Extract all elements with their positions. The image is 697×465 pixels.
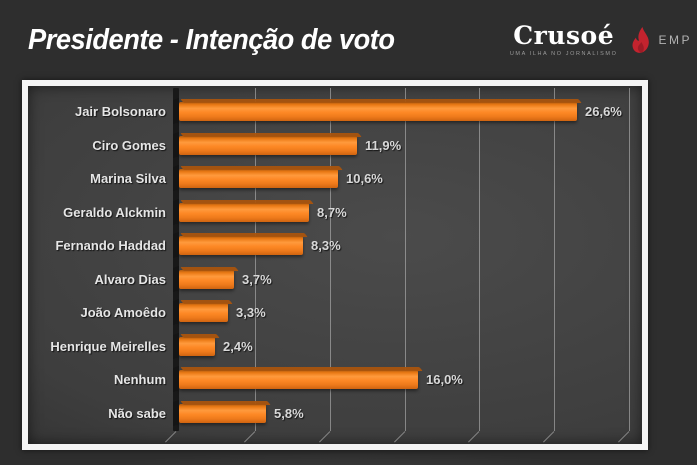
category-label: Jair Bolsonaro: [74, 104, 166, 120]
gridline-foot: [618, 431, 630, 443]
chart-row: João Amoêdo 3,3%: [28, 296, 642, 330]
gridline-foot: [393, 431, 405, 443]
gridline-foot: [468, 431, 480, 443]
chart-row: Geraldo Alckmin 8,7%: [28, 196, 642, 230]
gridline: [554, 88, 556, 431]
partner-brand-text: EMP: [658, 33, 692, 47]
chart-frame: Jair Bolsonaro 26,6% Ciro Gomes 11,9% Marina…: [22, 80, 648, 450]
category-label: Marina Silva: [90, 171, 166, 187]
bar: [179, 403, 266, 423]
crusoe-tagline: UMA ILHA NO JORNALISMO: [509, 51, 618, 57]
value-label: 2,4%: [223, 338, 253, 354]
chart-row: Henrique Meirelles 2,4%: [28, 330, 642, 364]
value-label: 11,9%: [365, 137, 402, 153]
crusoe-wordmark: Crusoé: [513, 21, 615, 50]
value-label: 8,3%: [311, 238, 341, 253]
category-label: Não sabe: [108, 405, 166, 421]
category-label: João Amoêdo: [80, 305, 166, 321]
bar: [179, 236, 303, 255]
gridline: [404, 88, 406, 431]
value-label: 3,7%: [242, 271, 272, 287]
gridline-foot: [244, 431, 256, 443]
gridline: [255, 88, 256, 431]
brand-block: Crusoé UMA ILHA NO JORNALISMO EMP: [510, 16, 692, 64]
chart-row: Jair Bolsonaro 26,6%: [28, 95, 642, 129]
bar: [179, 370, 418, 389]
value-label: 26,6%: [585, 104, 622, 119]
axis-foot: [165, 431, 177, 443]
axis-line: [173, 88, 179, 431]
category-label: Ciro Gomes: [92, 137, 166, 153]
chart-row: Não sabe 5,8%: [28, 397, 642, 431]
value-label: 5,8%: [274, 405, 304, 421]
category-label: Alvaro Dias: [94, 271, 166, 287]
chart-row: Fernando Haddad 8,3%: [28, 229, 642, 263]
gridline: [479, 88, 481, 431]
chart-panel: Jair Bolsonaro 26,6% Ciro Gomes 11,9% Marina…: [28, 86, 642, 444]
bar: [179, 269, 234, 289]
category-label: Geraldo Alckmin: [63, 204, 166, 220]
gridline: [329, 88, 331, 431]
bar: [179, 202, 309, 222]
value-label: 16,0%: [426, 372, 463, 387]
chart-row: Alvaro Dias 3,7%: [28, 263, 642, 297]
gridline-foot: [543, 431, 555, 443]
value-label: 3,3%: [236, 305, 266, 320]
bar: [179, 102, 577, 121]
chart-row: Ciro Gomes 11,9%: [28, 129, 642, 163]
bar: [179, 303, 228, 322]
bar: [179, 169, 338, 188]
bar: [179, 336, 215, 356]
value-label: 10,6%: [346, 171, 383, 186]
chart-row: Nenhum 16,0%: [28, 363, 642, 397]
category-label: Nenhum: [114, 372, 166, 388]
page-title: Presidente - Intenção de voto: [28, 24, 395, 56]
header: Presidente - Intenção de voto Crusoé UMA…: [0, 0, 697, 80]
chart-rows: Jair Bolsonaro 26,6% Ciro Gomes 11,9% Marina…: [28, 95, 642, 430]
bar: [179, 135, 357, 155]
gridline: [629, 88, 630, 431]
category-label: Fernando Haddad: [55, 238, 166, 254]
flame-icon: [632, 26, 650, 53]
crusoe-logo: Crusoé UMA ILHA NO JORNALISMO: [509, 21, 618, 58]
category-label: Henrique Meirelles: [50, 338, 166, 354]
gridline-foot: [318, 431, 331, 443]
value-label: 8,7%: [317, 204, 347, 220]
chart-row: Marina Silva 10,6%: [28, 162, 642, 196]
